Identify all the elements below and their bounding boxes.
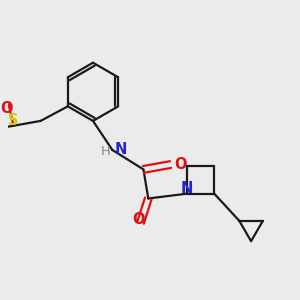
Text: N: N: [114, 142, 127, 158]
Text: H: H: [101, 146, 110, 158]
Text: O: O: [175, 157, 187, 172]
Text: O: O: [132, 212, 145, 226]
Text: S: S: [8, 113, 19, 128]
Text: N: N: [181, 181, 193, 196]
Text: O: O: [0, 100, 13, 116]
